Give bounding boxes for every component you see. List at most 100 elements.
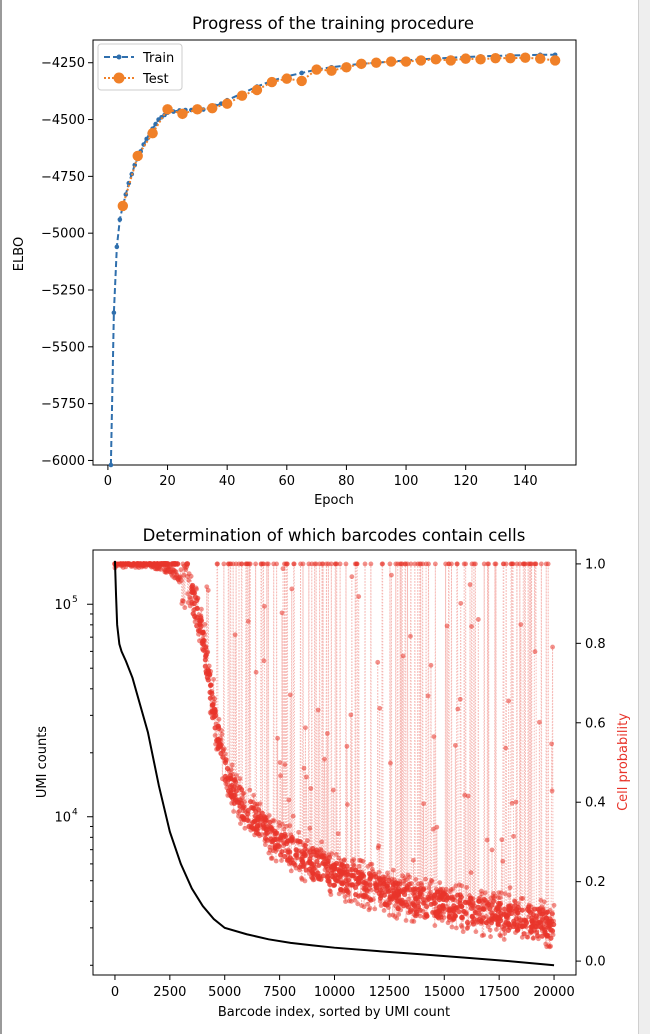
probability-point [258,815,264,821]
probability-point [338,872,345,878]
probability-point [210,702,216,708]
probability-point [457,696,463,702]
window-scrollbar[interactable] [638,0,650,1034]
probability-point [425,693,431,699]
probability-point [245,619,251,624]
x-tick-label: 0 [111,985,119,1000]
probability-point [501,937,507,942]
probability-point [417,913,423,919]
probability-point [488,934,493,940]
probability-point [192,619,198,625]
test-point [236,90,248,101]
probability-point [467,582,473,587]
probability-point [257,801,263,807]
probability-point [413,876,419,882]
probability-point [501,926,507,932]
probability-point [539,925,545,931]
probability-point [510,561,516,567]
probability-point [269,855,275,861]
probability-point [302,842,308,848]
probability-point [291,561,297,567]
probability-point [417,885,424,892]
probability-point [289,586,295,592]
probability-point [184,561,191,567]
probability-point [475,617,481,622]
probability-point [277,837,284,843]
y-tick-label: 10 [54,598,71,613]
probability-point [300,561,306,567]
probability-point [453,925,459,931]
probability-point [205,587,211,593]
probability-point [233,788,240,794]
probability-point [200,647,207,653]
probability-point [247,561,253,567]
probability-point [287,692,293,698]
y2-tick-label: 1.0 [585,557,606,572]
probability-point [405,561,410,567]
probability-point [314,858,320,865]
probability-point [431,826,436,832]
probability-point [507,885,513,890]
probability-point [368,887,374,893]
probability-point [143,561,149,567]
probability-point [500,858,506,864]
probability-point [489,847,495,853]
probability-point [334,561,340,567]
probability-point [520,896,526,901]
probability-point [120,561,126,567]
probability-point [262,842,268,848]
probability-point [356,875,362,881]
probability-point [251,792,257,798]
probability-point [355,901,361,907]
probability-point [436,897,442,903]
probability-point [364,888,370,894]
probability-point [215,723,221,729]
probability-point [205,677,211,683]
x-tick-label: 7500 [263,985,296,1000]
probability-point [225,776,232,783]
test-point [460,53,471,64]
probability-point [408,907,414,913]
x-tick-label: 2500 [153,985,186,1000]
probability-point [449,896,456,902]
probability-point [367,875,373,881]
probability-point [221,561,227,567]
probability-point [343,872,349,878]
probability-point [314,852,320,859]
probability-point [551,921,557,928]
probability-point [276,843,282,849]
probability-point [352,897,358,903]
probability-point [206,663,212,669]
probability-point [381,908,387,913]
probability-point [386,900,392,906]
probability-point [202,663,208,669]
probability-point [253,669,259,675]
x-tick-label: 12500 [369,985,410,1000]
probability-point [296,829,302,835]
probability-point [186,577,192,583]
probability-point [279,610,285,616]
probability-point [224,765,231,772]
probability-point [222,759,229,766]
probability-point [431,734,437,739]
probability-point [450,886,456,892]
probability-point [208,682,214,688]
probability-point [360,893,367,900]
test-point [505,52,516,64]
probability-point [261,561,266,567]
probability-point [303,867,309,873]
probability-point [509,800,515,806]
probability-line [114,562,555,947]
probability-point [401,891,408,898]
probability-point [233,779,239,785]
probability-point [358,872,365,878]
probability-point [361,904,367,910]
probability-point [490,912,496,919]
probability-point [192,613,198,619]
test-point [221,98,233,109]
probability-point [306,859,313,865]
probability-point [455,892,461,898]
y-tick-label: −4250 [41,56,85,71]
x-tick-label: 10000 [314,985,355,1000]
probability-point [239,561,245,567]
